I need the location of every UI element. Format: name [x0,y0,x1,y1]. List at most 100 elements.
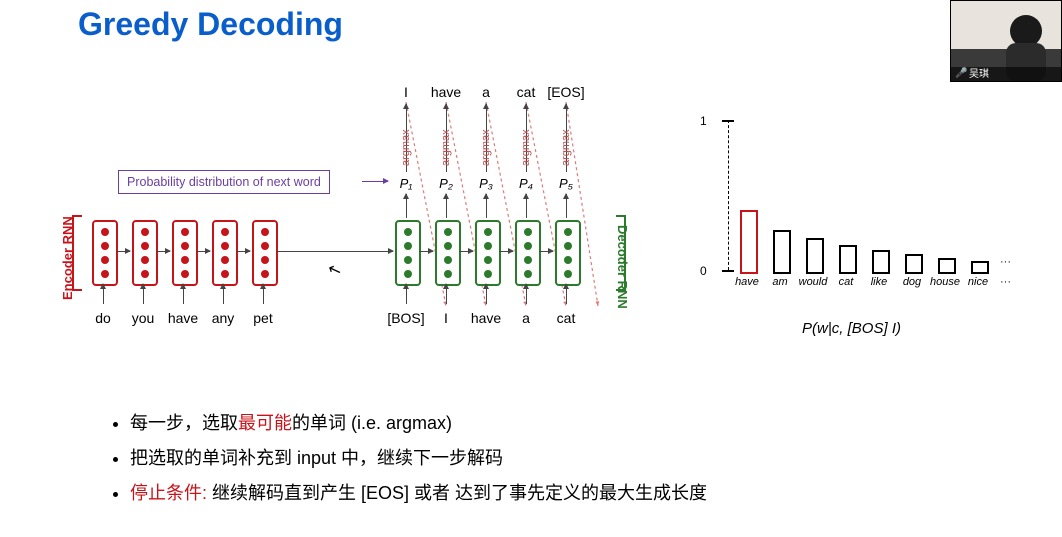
v-arrow-icon [566,284,567,304]
v-arrow-icon [526,194,527,218]
mic-icon: 🎤 [955,68,967,79]
bar-xlabel: like [862,276,896,288]
prob-bar [971,261,989,274]
bar-xlabel: cat [829,276,863,288]
bullet-3: 停止条件: 继续解码直到产生 [EOS] 或者 达到了事先定义的最大生成长度 [130,476,707,511]
argmax: argmax [480,129,492,166]
argmax: argmax [440,129,452,166]
seq2seq-diagram: Encoder RNN Decoder RNN Probability dist… [60,90,690,360]
v-arrow-icon [486,194,487,218]
enc-cell [212,220,238,286]
inlabel: I [426,310,466,326]
person-silhouette-icon [951,1,1061,81]
inlabel: a [506,310,546,326]
bar-xlabel: have [730,276,764,288]
h-arrow-icon [459,251,473,252]
prob-bar [905,254,923,274]
plabel: P₂ [434,176,458,191]
bar-xlabel: house [928,276,962,288]
v-arrow-icon [486,284,487,304]
webcam-name: 吴琪 [969,65,989,80]
inlabel: do [83,310,123,326]
outlabel: I [386,84,426,100]
h-arrow-icon [499,251,513,252]
inlabel: cat [546,310,586,326]
prob-bar [938,258,956,274]
v-arrow-icon [446,284,447,304]
prob-bar [740,210,758,274]
h-arrow-icon [236,251,250,252]
dec-cell [555,220,581,286]
prob-formula: P(w|c, [BOS] I) [802,320,901,337]
inlabel: you [123,310,163,326]
v-arrow-icon [406,284,407,304]
plabel: P₁ [394,176,418,191]
v-arrow-icon [526,284,527,304]
prob-arrow-icon [362,181,388,182]
dec-cell [435,220,461,286]
inlabel: have [163,310,203,326]
inlabel: any [203,310,243,326]
slide-title: Greedy Decoding [78,6,343,43]
inlabel: [BOS] [386,310,426,326]
prob-bar [773,230,791,274]
argmax: argmax [520,129,532,166]
plabel: P₃ [474,176,498,191]
prob-bar [806,238,824,274]
ylabel-0: 0 [700,264,707,278]
enc-cell [252,220,278,286]
ytick-0 [722,270,734,272]
argmax: argmax [560,129,572,166]
outlabel: cat [506,84,546,100]
h-arrow-icon [116,251,130,252]
dec-cell [515,220,541,286]
y-axis [728,120,729,270]
bar-ellipsis: ··· [1000,256,1011,268]
bar-xlabel: dog [895,276,929,288]
v-arrow-icon [223,284,224,304]
v-arrow-icon [406,194,407,218]
bullet-1: 每一步，选取最可能的单词 (i.e. argmax) [130,406,707,441]
bullet-list: 每一步，选取最可能的单词 (i.e. argmax) 把选取的单词补充到 inp… [70,406,707,511]
argmax: argmax [400,129,412,166]
outlabel: have [426,84,466,100]
h-arrow-icon [156,251,170,252]
dec-cell [395,220,421,286]
h-arrow-icon [419,251,433,252]
webcam-thumbnail: 🎤 吴琪 [950,0,1062,82]
inlabel: have [466,310,506,326]
outlabel: [EOS] [546,84,586,100]
cursor-icon: ↖ [325,258,344,281]
v-arrow-icon [446,194,447,218]
inlabel: pet [243,310,283,326]
bar-xlabel: would [796,276,830,288]
plabel: P₅ [554,176,578,191]
dec-cell [475,220,501,286]
v-arrow-icon [263,284,264,304]
plabel: P₄ [514,176,538,191]
bar-xlabel: nice [961,276,995,288]
prob-dist-box: Probability distribution of next word [118,170,330,194]
enc-cell [92,220,118,286]
h-arrow-icon [276,251,393,252]
ylabel-1: 1 [700,114,707,128]
bullet-2: 把选取的单词补充到 input 中，继续下一步解码 [130,441,707,476]
h-arrow-icon [196,251,210,252]
v-arrow-icon [183,284,184,304]
slide: Greedy Decoding 🎤 吴琪 Encoder RNN Decoder… [0,0,1062,537]
enc-cell [132,220,158,286]
v-arrow-icon [143,284,144,304]
enc-cell [172,220,198,286]
outlabel: a [466,84,506,100]
prob-bar [839,245,857,274]
h-arrow-icon [539,251,553,252]
prob-bar [872,250,890,274]
bar-xlabel: am [763,276,797,288]
v-arrow-icon [566,194,567,218]
v-arrow-icon [103,284,104,304]
bar-xlabel-ellipsis: ··· [1000,276,1011,288]
ytick-1 [722,120,734,122]
encoder-brace-icon [72,215,82,291]
prob-bar-chart: 1 0 haveamwouldcatlikedoghousenice······… [710,110,1040,330]
decoder-brace-icon [616,215,626,291]
